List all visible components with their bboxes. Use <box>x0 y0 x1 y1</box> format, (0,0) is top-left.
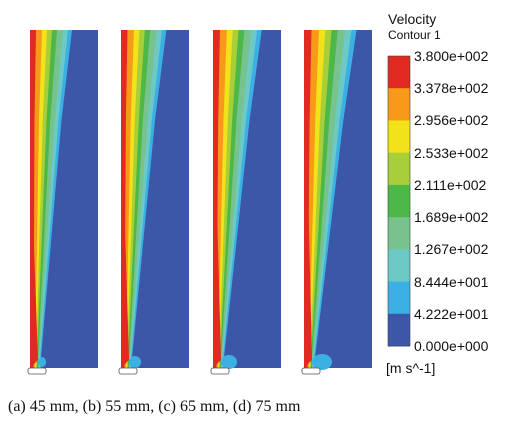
nozzle-inlet <box>27 367 47 375</box>
jet-core <box>30 220 38 368</box>
legend-units: [m s^-1] <box>386 360 436 376</box>
jet-core <box>304 145 312 368</box>
jet-core <box>213 170 221 368</box>
colorbar-band <box>388 313 410 347</box>
colorbar-tick-label: 3.378e+002 <box>414 80 489 97</box>
colorbar-tick-label: 2.533e+002 <box>414 144 489 161</box>
colorbar-tick-label: 2.956e+002 <box>414 112 489 129</box>
contour-panel <box>210 30 281 375</box>
colorbar-tick-label: 3.800e+002 <box>414 48 489 64</box>
legend-title: Velocity <box>388 11 437 27</box>
colorbar-tick-label: 4.222e+001 <box>414 305 489 322</box>
contour-panel <box>118 30 189 375</box>
contour-panel <box>301 30 372 375</box>
recirculation-bubble <box>221 355 237 369</box>
colorbar-band <box>388 152 410 186</box>
colorbar-tick-label: 1.267e+002 <box>414 241 489 258</box>
colorbar-frame <box>387 55 411 347</box>
jet-core <box>121 195 129 368</box>
colorbar-tick-label: 1.689e+002 <box>414 209 489 226</box>
colorbar-band <box>388 217 410 250</box>
colorbar-band <box>388 184 410 218</box>
recirculation-bubble <box>129 356 141 368</box>
nozzle-inlet <box>210 367 230 375</box>
colorbar-band <box>388 88 410 121</box>
colorbar-band <box>388 56 410 89</box>
legend-subtitle: Contour 1 <box>388 28 441 42</box>
colorbar-band <box>388 120 410 154</box>
colorbar-tick-label: 2.111e+002 <box>414 176 487 193</box>
nozzle-inlet <box>118 367 138 375</box>
recirculation-bubble <box>312 354 332 370</box>
contour-panel <box>27 30 98 375</box>
recirculation-bubble <box>38 357 46 367</box>
figure-caption: (a) 45 mm, (b) 55 mm, (c) 65 mm, (d) 75 … <box>8 398 301 415</box>
nozzle-inlet <box>301 367 321 375</box>
colorbar-tick-label: 0.000e+000 <box>414 338 489 354</box>
colorbar-band <box>388 249 410 283</box>
colorbar <box>387 55 411 347</box>
colorbar-band <box>388 281 410 315</box>
colorbar-tick-label: 8.444e+001 <box>414 273 489 290</box>
